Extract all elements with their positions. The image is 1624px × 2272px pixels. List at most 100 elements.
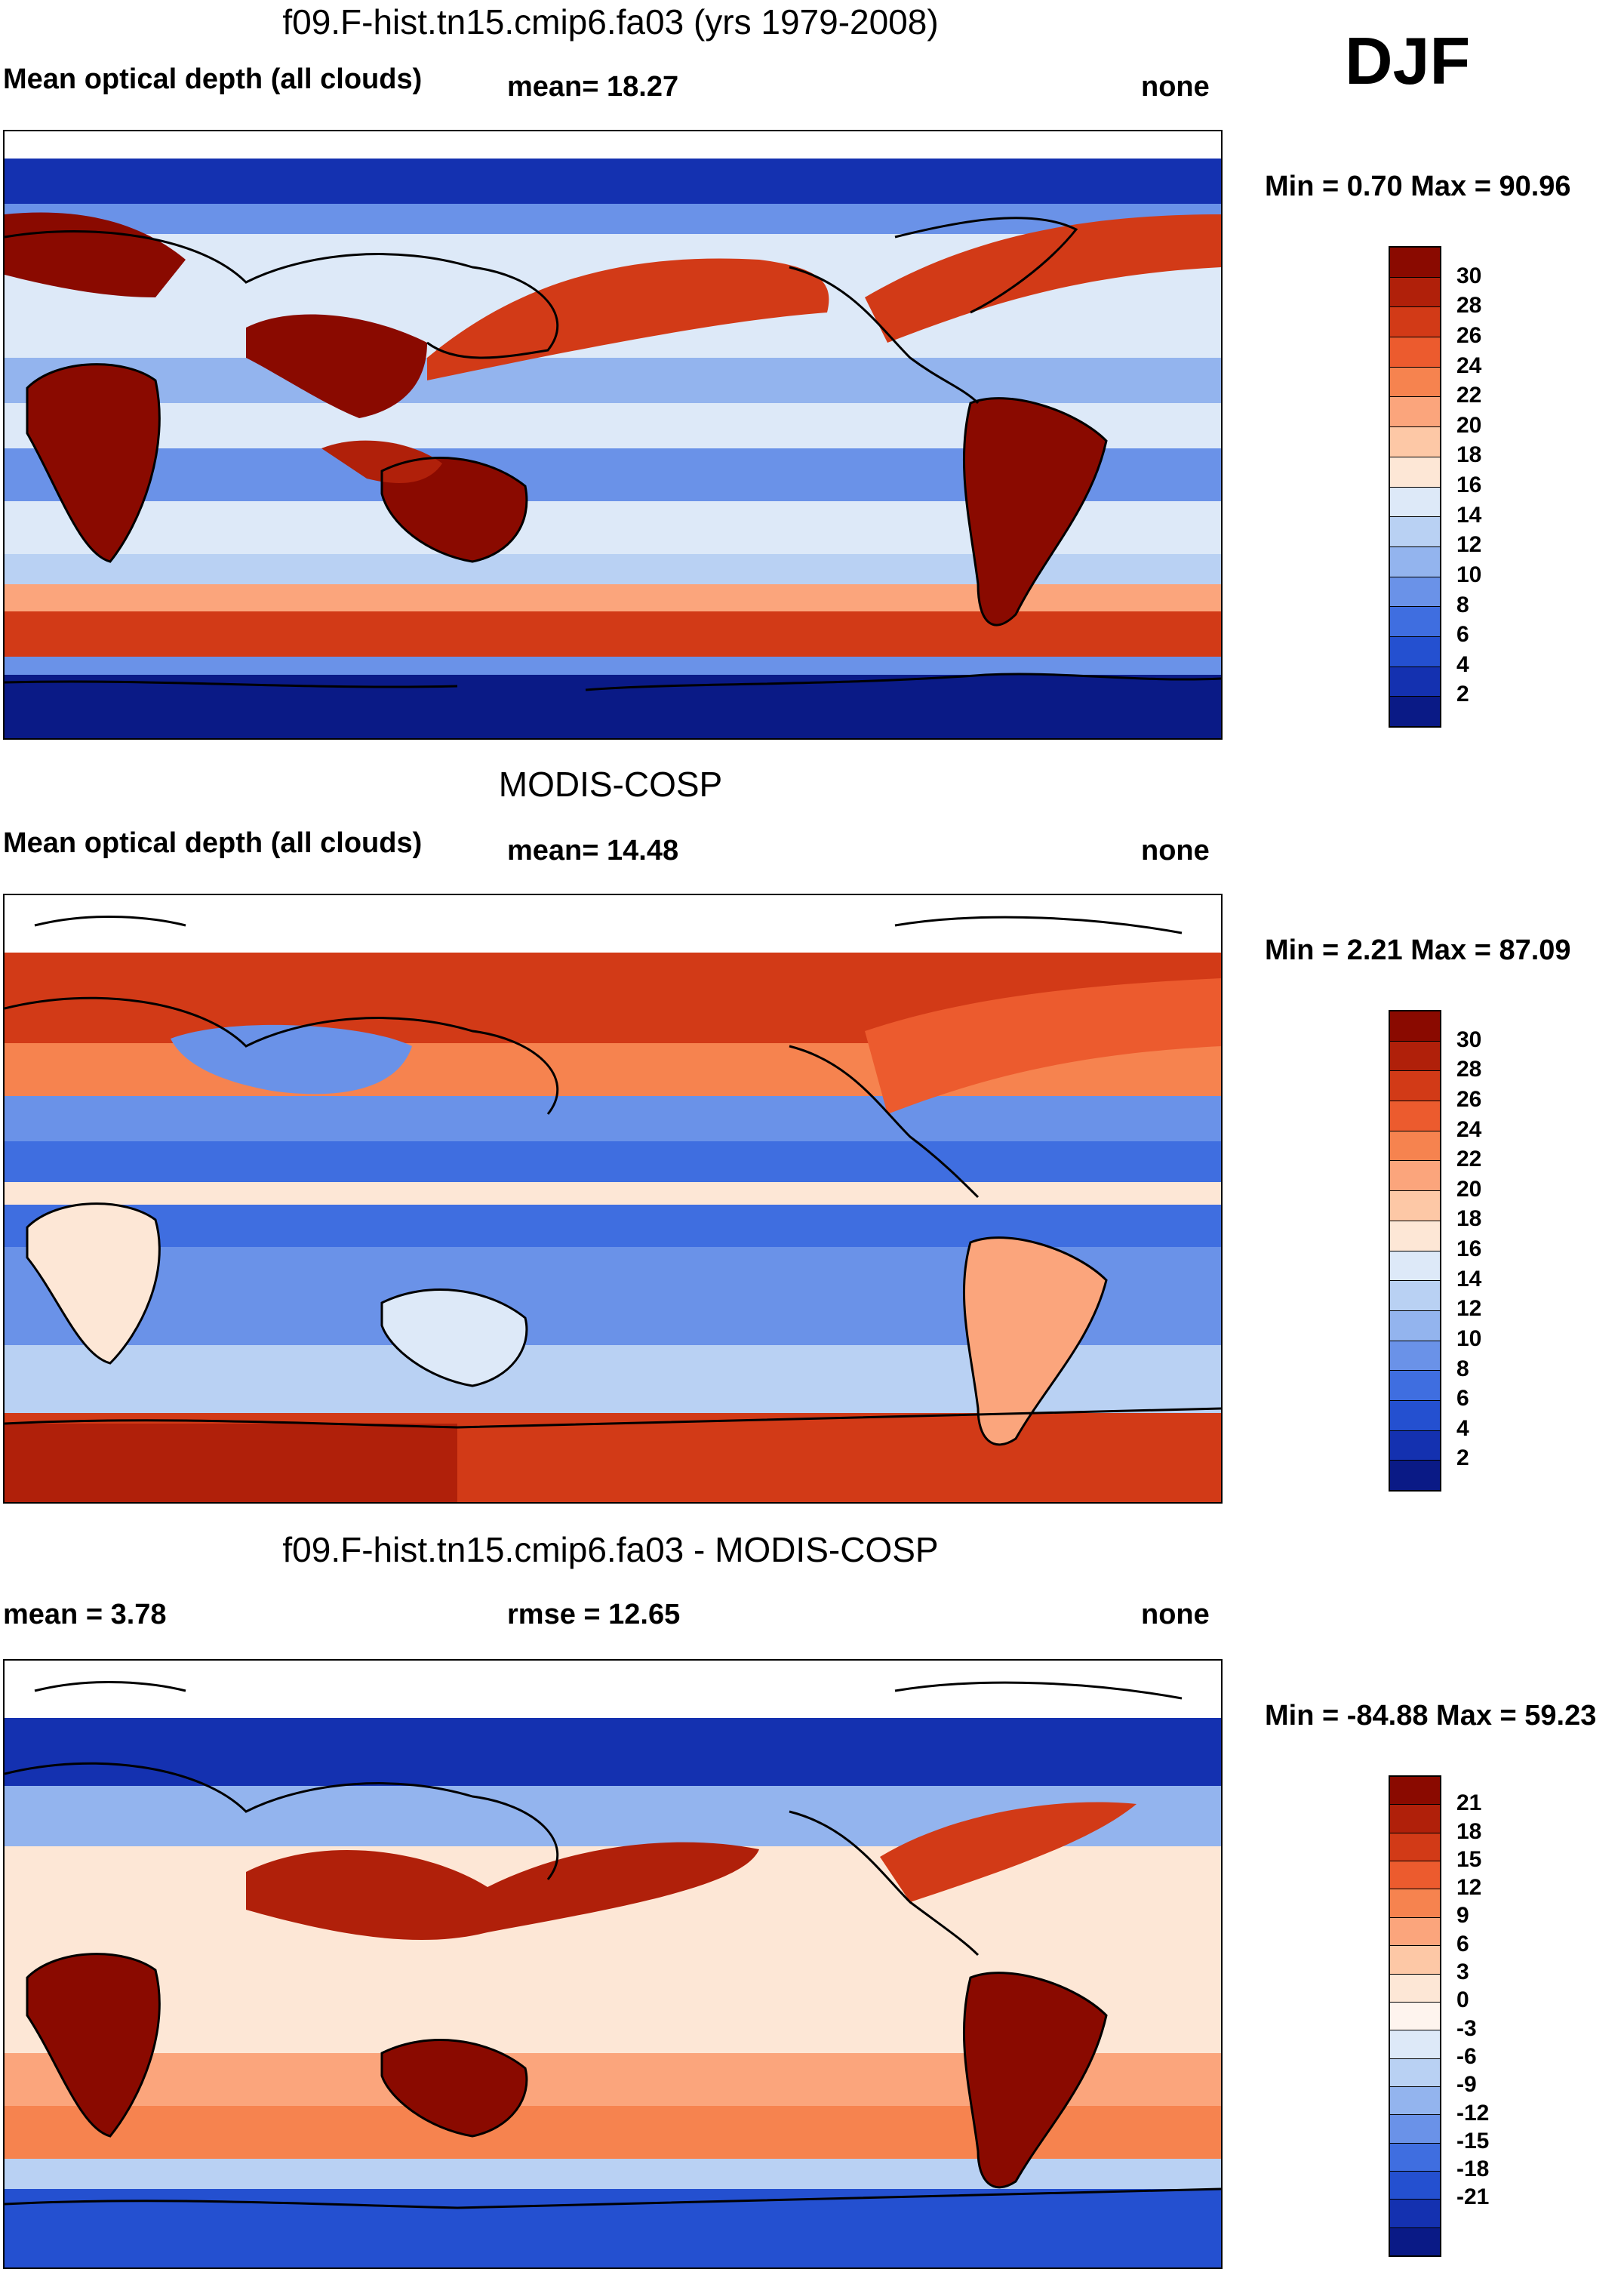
season-label: DJF	[1345, 23, 1471, 98]
colorbar-tick-label: 16	[1456, 473, 1482, 497]
colorbar-tick-label: 2	[1456, 682, 1469, 707]
colorbar-tick-label: 0	[1456, 1987, 1469, 2013]
colorbar-tick-label: 6	[1456, 1931, 1469, 1956]
colorbar-swatch	[1390, 427, 1440, 457]
colorbar-swatch	[1390, 277, 1440, 308]
colorbar-ticks-diff: 21 18 15 12 9 6 3 0 -3 -6 -9 -12 -15 -18 -21	[1456, 1775, 1517, 2254]
colorbar-tick-label: 12	[1456, 1875, 1482, 1901]
colorbar-swatch	[1390, 1400, 1440, 1431]
map-model-field	[5, 159, 1221, 738]
colorbar-ticks-model: 30 28 26 24 22 20 18 16 14 12 10 8 6 4 2	[1456, 246, 1517, 725]
colorbar-swatch	[1390, 667, 1440, 697]
colorbar-swatch	[1390, 1430, 1440, 1461]
colorbar-tick-label: 16	[1456, 1236, 1482, 1261]
colorbar-swatch	[1390, 1191, 1440, 1221]
minmax-obs: Min = 2.21 Max = 87.09	[1265, 934, 1571, 966]
colorbar-swatch	[1390, 2227, 1440, 2256]
map-diff	[3, 1659, 1223, 2269]
colorbar-tick-label: 18	[1456, 1206, 1482, 1232]
colorbar-swatch	[1390, 607, 1440, 637]
colorbar-swatch	[1390, 1281, 1440, 1311]
colorbar-swatch	[1390, 1371, 1440, 1401]
colorbar-tick-label: 30	[1456, 263, 1482, 288]
colorbar-tick-label: 8	[1456, 1356, 1469, 1381]
colorbar-swatch	[1390, 1889, 1440, 1918]
map-diff-field	[5, 1680, 1221, 2267]
colorbar-swatch	[1390, 2143, 1440, 2172]
colorbar-swatch	[1390, 546, 1440, 577]
colorbar-tick-label: 12	[1456, 532, 1482, 558]
colorbar-swatch	[1390, 307, 1440, 338]
colorbar-tick-label: 20	[1456, 412, 1482, 438]
panel-mean-obs: mean= 14.48	[507, 835, 679, 867]
colorbar-tick-label: 10	[1456, 1325, 1482, 1351]
colorbar-tick-label: 6	[1456, 622, 1469, 648]
panel-units-model: none	[1141, 71, 1210, 103]
colorbar-swatch	[1390, 1946, 1440, 1975]
colorbar-tick-label: -21	[1456, 2184, 1490, 2210]
colorbar-tick-label: -12	[1456, 2100, 1490, 2126]
colorbar-tick-label: 8	[1456, 592, 1469, 617]
colorbar-tick-label: 28	[1456, 293, 1482, 319]
panel-units-diff: none	[1141, 1599, 1210, 1630]
colorbar-tick-label: 12	[1456, 1296, 1482, 1322]
panel-mean-diff: mean = 3.78	[3, 1599, 167, 1630]
colorbar-tick-label: 2	[1456, 1445, 1469, 1471]
colorbar-swatch	[1390, 1131, 1440, 1162]
colorbar-tick-label: 26	[1456, 322, 1482, 348]
colorbar-swatch	[1390, 1805, 1440, 1833]
colorbar-tick-label: 14	[1456, 502, 1482, 528]
colorbar-tick-label: 20	[1456, 1176, 1482, 1202]
colorbar-swatch	[1390, 2172, 1440, 2200]
colorbar-swatch	[1390, 577, 1440, 608]
map-obs-field	[5, 915, 1221, 1502]
colorbar-tick-label: 18	[1456, 442, 1482, 468]
colorbar-swatch	[1390, 1974, 1440, 2003]
panel-rmse-diff: rmse = 12.65	[507, 1599, 681, 1630]
colorbar-swatch	[1390, 517, 1440, 547]
colorbar-swatch	[1390, 2086, 1440, 2116]
colorbar-tick-label: 3	[1456, 1960, 1469, 1985]
colorbar-swatch	[1390, 1101, 1440, 1131]
colorbar-swatch	[1390, 1011, 1440, 1042]
colorbar-tick-label: 28	[1456, 1057, 1482, 1082]
colorbar-swatch	[1390, 697, 1440, 726]
colorbar-tick-label: 24	[1456, 1116, 1482, 1142]
colorbar-swatch	[1390, 2058, 1440, 2087]
colorbar-tick-label: 26	[1456, 1086, 1482, 1112]
colorbar-swatch	[1390, 2030, 1440, 2059]
colorbar-obs	[1389, 1010, 1441, 1492]
colorbar-tick-label: 14	[1456, 1266, 1482, 1291]
panel-mean-model: mean= 18.27	[507, 71, 679, 103]
map-obs	[3, 894, 1223, 1504]
colorbar-tick-label: 6	[1456, 1386, 1469, 1412]
minmax-model: Min = 0.70 Max = 90.96	[1265, 171, 1571, 202]
colorbar-tick-label: 18	[1456, 1818, 1482, 1844]
minmax-diff: Min = -84.88 Max = 59.23	[1265, 1700, 1597, 1732]
colorbar-swatch	[1390, 1071, 1440, 1102]
colorbar-swatch	[1390, 1041, 1440, 1072]
colorbar-tick-label: 21	[1456, 1790, 1482, 1816]
colorbar-ticks-obs: 30 28 26 24 22 20 18 16 14 12 10 8 6 4 2	[1456, 1010, 1517, 1488]
colorbar-swatch	[1390, 1310, 1440, 1341]
colorbar-model	[1389, 246, 1441, 728]
colorbar-swatch	[1390, 487, 1440, 518]
colorbar-diff	[1389, 1775, 1441, 2257]
colorbar-swatch	[1390, 1161, 1440, 1192]
colorbar-tick-label: 4	[1456, 651, 1469, 677]
colorbar-tick-label: -18	[1456, 2157, 1490, 2182]
colorbar-tick-label: -9	[1456, 2072, 1477, 2098]
colorbar-swatch	[1390, 457, 1440, 488]
colorbar-tick-label: 15	[1456, 1846, 1482, 1872]
colorbar-tick-label: 24	[1456, 352, 1482, 378]
colorbar-swatch	[1390, 2002, 1440, 2031]
colorbar-tick-label: -6	[1456, 2043, 1477, 2069]
colorbar-swatch	[1390, 636, 1440, 667]
panel-units-obs: none	[1141, 835, 1210, 867]
colorbar-swatch	[1390, 1461, 1440, 1490]
colorbar-tick-label: 10	[1456, 562, 1482, 587]
colorbar-swatch	[1390, 1251, 1440, 1282]
colorbar-swatch	[1390, 1777, 1440, 1806]
map-model	[3, 130, 1223, 740]
colorbar-swatch	[1390, 1861, 1440, 1890]
